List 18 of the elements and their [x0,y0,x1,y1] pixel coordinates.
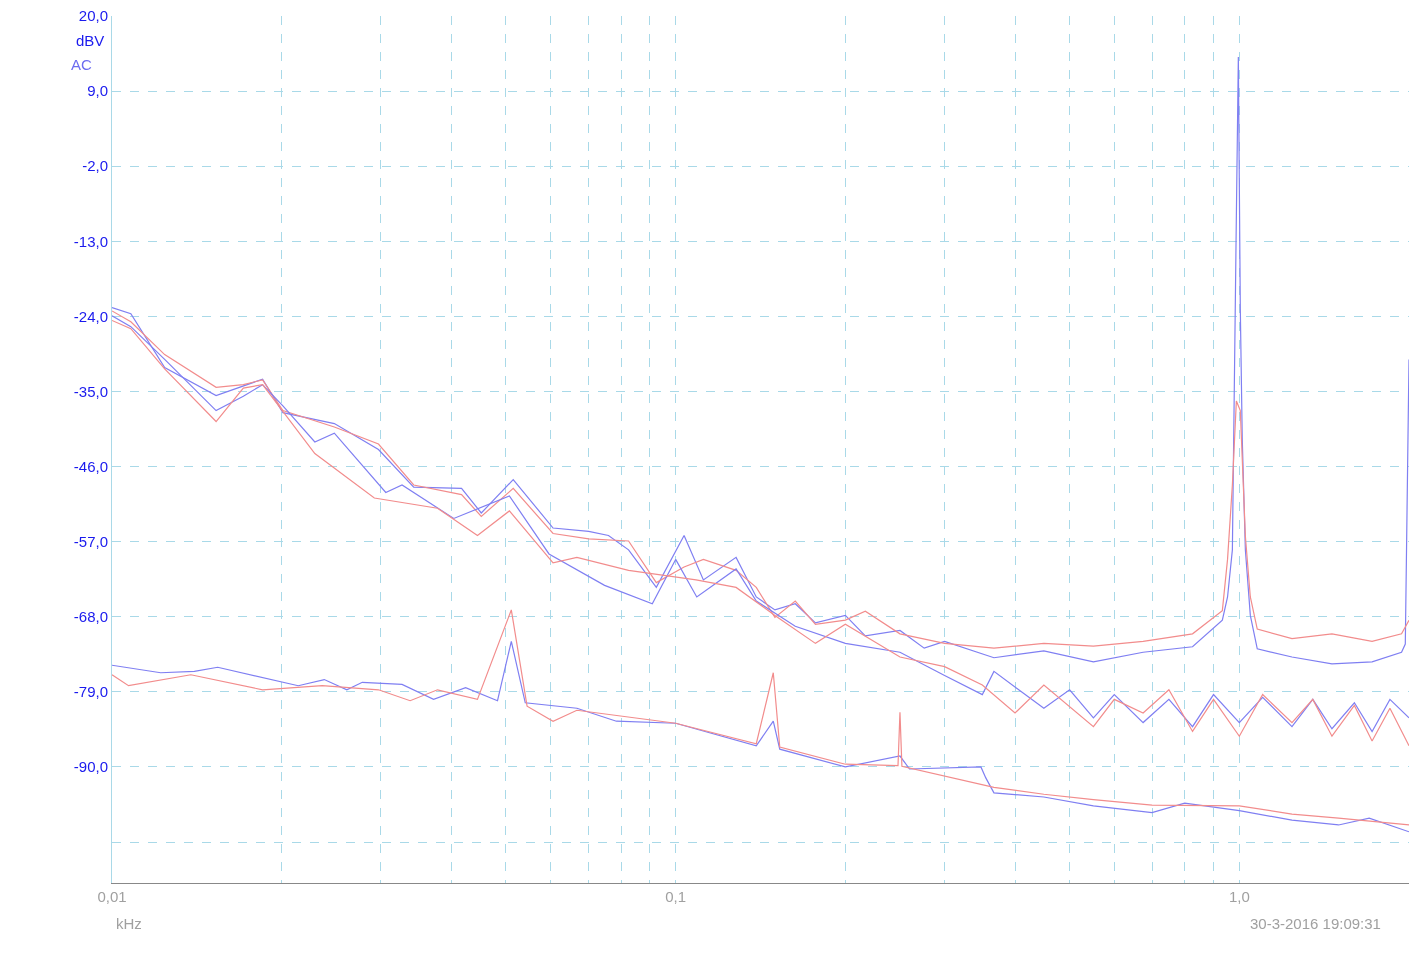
y-tick-label: -35,0 [73,382,108,400]
y-tick-label: 20,0 [78,7,108,25]
y-tick-label: -57,0 [73,532,108,550]
y-tick-label: -24,0 [73,307,108,325]
text: 30-3-2016 19:09:31 [1250,915,1381,932]
x-tick-label: 0,1 [665,888,687,905]
y-tick-label: -2,0 [82,157,108,175]
y-tick-label: 9,0 [87,82,108,100]
y-tick-label: -90,0 [73,758,108,776]
y-axis-title: dBV [76,32,105,49]
y-tick-label: -68,0 [73,608,108,626]
y-tick-label: -13,0 [73,232,108,250]
y-tick-label: -46,0 [73,457,108,475]
x-tick-label: 1,0 [1228,888,1250,905]
x-tick-label: 0,01 [97,888,127,905]
x-axis-title: kHz [116,915,142,932]
text: AC [71,56,92,73]
y-tick-label: -79,0 [73,683,108,701]
